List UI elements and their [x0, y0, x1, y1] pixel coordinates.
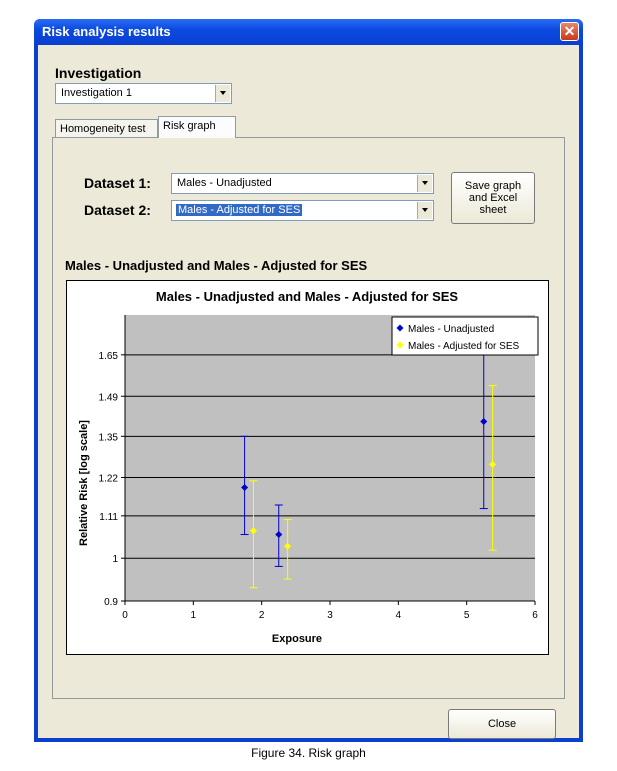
- dataset2-dropdown[interactable]: Males - Adjusted for SES: [171, 200, 434, 221]
- data-point: [480, 418, 488, 426]
- risk-chart-svg: 0.9 1 1.11 1.22 1.35 1.49 1.65 0 1 2 3 4 5 6 Males - …: [78, 289, 539, 645]
- x-tick-label: 5: [464, 610, 470, 621]
- plot-area: [125, 315, 535, 601]
- x-tick-label: 0: [122, 610, 128, 621]
- chevron-down-icon[interactable]: [417, 175, 432, 192]
- risk-chart: 0.9 1 1.11 1.22 1.35 1.49 1.65 0 1 2 3 4 5 6 Males - …: [66, 280, 549, 655]
- x-tick-label: 4: [396, 610, 402, 621]
- legend-label: Males - Adjusted for SES: [408, 341, 519, 352]
- figure-caption: Figure 34. Risk graph: [251, 746, 366, 760]
- x-axis-label: Exposure: [272, 633, 322, 645]
- dataset2-label: Dataset 2:: [84, 202, 151, 218]
- save-graph-button[interactable]: Save graph and Excel sheet: [451, 172, 535, 224]
- y-tick-label: 0.9: [104, 597, 118, 608]
- title-bar[interactable]: Risk analysis results ✕: [34, 19, 583, 45]
- investigation-label: Investigation: [55, 65, 142, 81]
- risk-graph-panel: Dataset 1: Males - Unadjusted Dataset 2:…: [52, 137, 565, 699]
- chevron-down-icon[interactable]: [417, 202, 432, 219]
- y-tick-label: 1.65: [99, 351, 119, 362]
- tab-risk-graph[interactable]: Risk graph: [158, 116, 236, 138]
- x-tick-label: 2: [259, 610, 265, 621]
- axes: 0.9 1 1.11 1.22 1.35 1.49 1.65 0 1 2 3 4 5 6: [99, 315, 538, 621]
- data-point: [249, 527, 257, 535]
- y-tick-label: 1.22: [99, 473, 119, 484]
- chart-heading: Males - Unadjusted and Males - Adjusted …: [65, 258, 368, 273]
- data-point: [241, 484, 249, 492]
- dialog-body: Investigation Investigation 1 Homogeneit…: [38, 45, 579, 739]
- dataset1-dropdown[interactable]: Males - Unadjusted: [171, 173, 434, 194]
- data-point: [284, 542, 292, 550]
- chart-title: Males - Unadjusted and Males - Adjusted …: [156, 289, 459, 304]
- y-tick-label: 1.49: [99, 392, 119, 403]
- legend-label: Males - Unadjusted: [408, 324, 494, 335]
- y-tick-label: 1.35: [99, 432, 119, 443]
- dataset1-label: Dataset 1:: [84, 175, 151, 191]
- y-axis-label: Relative Risk [log scale]: [78, 420, 90, 546]
- legend-marker: [396, 341, 404, 349]
- close-button[interactable]: Close: [448, 709, 556, 739]
- legend: Males - Unadjusted Males - Adjusted for S…: [391, 316, 539, 356]
- legend-box: [391, 316, 539, 356]
- chevron-down-icon[interactable]: [215, 85, 230, 102]
- y-tick-label: 1: [112, 554, 118, 565]
- tab-homogeneity-test[interactable]: Homogeneity test: [55, 119, 158, 138]
- dataset1-selected: Males - Unadjusted: [177, 177, 272, 189]
- y-tick-label: 1.11: [99, 512, 118, 523]
- dialog-window: Risk analysis results ✕ Investigation In…: [34, 19, 583, 742]
- x-tick-label: 3: [327, 610, 333, 621]
- dataset2-selected: Males - Adjusted for SES: [176, 204, 303, 216]
- save-graph-label: Save graph and Excel sheet: [464, 180, 522, 216]
- investigation-dropdown[interactable]: Investigation 1: [55, 83, 232, 104]
- close-window-icon[interactable]: ✕: [560, 22, 579, 41]
- window-title: Risk analysis results: [42, 24, 171, 39]
- x-tick-label: 6: [532, 610, 538, 621]
- data-point: [489, 460, 497, 468]
- investigation-selected: Investigation 1: [61, 87, 132, 99]
- data-marks: [240, 337, 497, 589]
- legend-marker: [396, 324, 404, 332]
- x-tick-label: 1: [191, 610, 197, 621]
